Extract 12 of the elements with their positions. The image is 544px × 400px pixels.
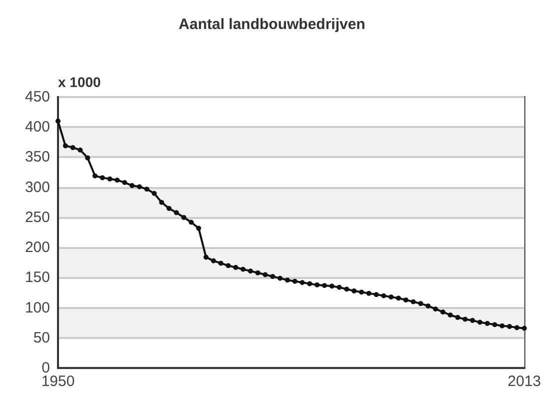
y-tick-label: 150 [24, 269, 50, 286]
y-tick-label: 300 [24, 178, 50, 196]
y-tick-label: 200 [24, 239, 50, 256]
y-tick-label: 450 [24, 88, 50, 106]
y-tick-label: 400 [24, 118, 50, 136]
y-axis-title: x 1000 [58, 74, 102, 90]
y-tick-label: 50 [33, 329, 50, 346]
y-tick-label: 100 [24, 299, 50, 316]
y-tick-label: 250 [24, 208, 50, 226]
chart-title: Aantal landbouwbedrijven [178, 16, 366, 33]
x-tick-label: 2013 [508, 373, 542, 390]
y-tick-label: 350 [24, 148, 50, 166]
